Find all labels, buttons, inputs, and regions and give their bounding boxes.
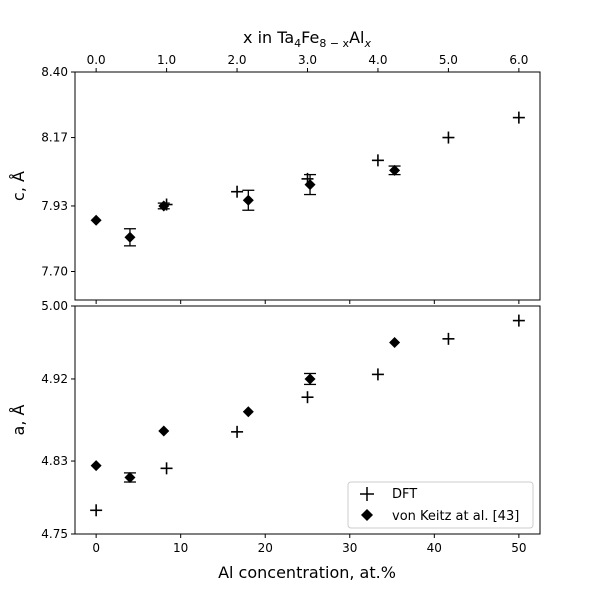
bottom-xtick-label: 10	[173, 541, 188, 555]
top-point-von-keitz	[124, 231, 136, 243]
top-point-dft	[371, 154, 384, 167]
bottom-ytick-label: 4.83	[41, 454, 68, 468]
bottom-point-von-keitz	[124, 471, 136, 483]
bottom-ylabel: a, Å	[9, 404, 28, 435]
top-point-von-keitz	[304, 179, 316, 191]
top-point-von-keitz	[90, 214, 102, 226]
top-axis-tick-label: 6.0	[509, 53, 528, 67]
bottom-xtick-label: 0	[92, 541, 100, 555]
legend-marker-dft	[360, 487, 374, 501]
bottom-point-dft	[371, 368, 384, 381]
bottom-point-dft	[231, 425, 244, 438]
top-axis-title-sub3: x	[363, 37, 371, 50]
top-ytick-label: 8.17	[41, 131, 68, 145]
top-axis-title-mid2: Al	[349, 28, 364, 47]
bottom-xtick-label: 30	[342, 541, 357, 555]
legend-frame	[347, 481, 534, 529]
bottom-point-dft	[90, 504, 103, 517]
bottom-point-von-keitz	[90, 460, 102, 472]
bottom-point-von-keitz	[242, 406, 254, 418]
bottom-xlabel: Al concentration, at.%	[218, 563, 396, 582]
top-ytick-label: 7.93	[41, 199, 68, 213]
bottom-point-dft	[160, 462, 173, 475]
top-axis-title-sub1: 4	[294, 37, 301, 50]
top-axis-tick-label: 2.0	[227, 53, 246, 67]
top-axis-tick-label: 1.0	[157, 53, 176, 67]
top-axis-title-mid: Fe	[301, 28, 319, 47]
top-point-dft	[512, 111, 525, 124]
bottom-xtick-label: 20	[258, 541, 273, 555]
legend-marker-von-keitz	[361, 509, 373, 521]
top-axis-tick-label: 4.0	[368, 53, 387, 67]
bottom-panel: 4.75 4.83 4.92 5.00 0 10 20 30 40 50	[41, 299, 541, 555]
legend: DFT von Keitz at al. [43]	[347, 481, 534, 529]
top-ytick-label: 8.40	[41, 65, 68, 79]
top-point-von-keitz	[242, 194, 254, 206]
top-axis-tick-label: 5.0	[439, 53, 458, 67]
top-axis-tick-label: 3.0	[298, 53, 317, 67]
bottom-xtick-label: 40	[427, 541, 442, 555]
legend-label-dft: DFT	[392, 487, 417, 502]
top-axis-title: x in Ta4Fe8 − xAlx	[243, 28, 371, 50]
top-point-dft	[442, 131, 455, 144]
bottom-point-dft	[301, 391, 314, 404]
bottom-ytick-label: 4.75	[41, 527, 68, 541]
top-ylabel: c, Å	[9, 171, 28, 201]
top-axis-title-sub2: 8 − x	[319, 37, 349, 50]
bottom-ytick-label: 5.00	[41, 299, 68, 313]
bottom-ytick-label: 4.92	[41, 372, 68, 386]
bottom-point-von-keitz	[304, 373, 316, 385]
bottom-point-dft	[512, 314, 525, 327]
top-axis-tick-label: 0.0	[87, 53, 106, 67]
top-point-von-keitz	[389, 164, 401, 176]
legend-label-von-keitz: von Keitz at al. [43]	[392, 509, 519, 524]
bottom-point-von-keitz	[389, 336, 401, 348]
top-panel: 7.70 7.93 8.17 8.40 0.0 1.0 2.0 3.0 4.0 5.0 6.0	[41, 53, 541, 304]
bottom-plot-frame	[74, 305, 541, 535]
top-ytick-label: 7.70	[41, 265, 68, 279]
top-point-von-keitz	[158, 200, 170, 212]
bottom-point-von-keitz	[158, 425, 170, 437]
bottom-point-dft	[442, 332, 455, 345]
bottom-xtick-label: 50	[511, 541, 526, 555]
top-point-dft	[231, 185, 244, 198]
top-axis-title-prefix: x in Ta	[243, 28, 294, 47]
